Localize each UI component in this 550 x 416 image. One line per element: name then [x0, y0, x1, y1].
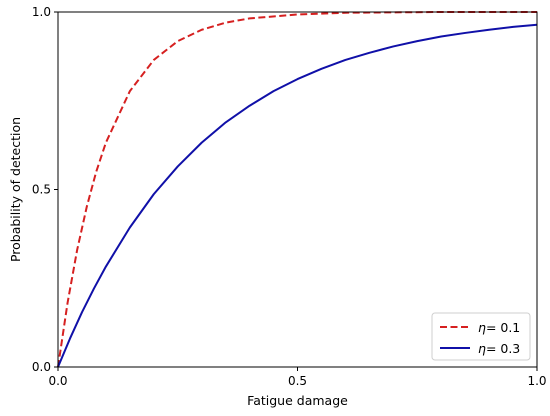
y-tick-label-2: 0.5 [32, 183, 51, 197]
legend-label-series-2: η= 0.3 [478, 341, 520, 356]
x-axis-label: Fatigue damage [247, 393, 348, 408]
y-tick-label-3: 1.0 [32, 5, 51, 19]
plot-background [58, 12, 537, 367]
y-axis-label: Probability of detection [8, 117, 23, 262]
ticks-layer: 0.0 0.5 1.0 0.0 0.5 1.0 [32, 5, 547, 388]
y-tick-label-1: 0.0 [32, 360, 51, 374]
legend-label-series-1: η= 0.1 [478, 320, 520, 335]
series-line-2 [57, 23, 538, 368]
x-tick-label-3: 1.0 [527, 374, 546, 388]
x-tick-label-1: 0.0 [48, 374, 67, 388]
legend: η= 0.1 η= 0.3 [431, 312, 531, 361]
x-tick-label-2: 0.5 [288, 374, 307, 388]
